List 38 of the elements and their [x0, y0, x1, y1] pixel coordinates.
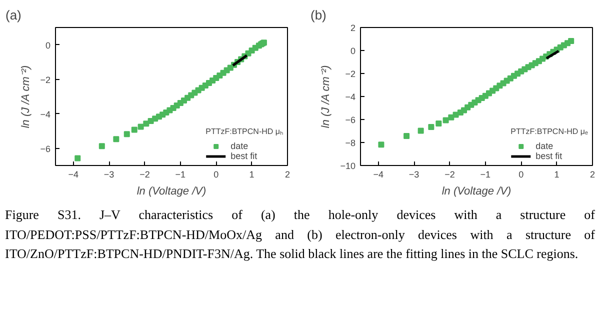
y-tick-label: 2: [350, 23, 356, 33]
x-axis-title: ln (Voltage /V): [442, 186, 512, 198]
x-tick-label: 0: [518, 170, 524, 180]
x-tick-label: −4: [68, 170, 78, 180]
caption: Figure S31. J–V characteristics of (a) the hole-only devices with a structure of ITO/PEDOT:PSS/PTTzF:BTPCN-HD/MoOx/Ag and (b) electron-only devices with a structure of ITO/ZnO/PTTzF:BTPCN-HD/PNDIT-F3N/Ag. The solid black lines are the fitting lines in the SCLC regions.: [5, 206, 595, 263]
x-tick-label: 0: [214, 170, 219, 180]
legend-title: PTTzF:BTPCN-HD μₑ: [510, 127, 588, 136]
legend-label: date: [536, 141, 554, 151]
x-tick-label: −3: [104, 170, 114, 180]
y-tick-label: −10: [340, 161, 356, 171]
x-tick-label: −1: [480, 170, 491, 180]
x-tick-label: 1: [554, 170, 560, 180]
x-tick-label: −3: [408, 170, 420, 180]
y-tick-label: 0: [45, 40, 51, 50]
y-tick-label: −2: [40, 74, 51, 85]
y-axis-title: ln (J /A cm⁻²): [320, 64, 332, 128]
legend-title: PTTzF:BTPCN-HD μₕ: [206, 126, 283, 136]
x-tick-label: 2: [590, 170, 596, 180]
y-tick-label: −6: [345, 115, 356, 125]
y-tick-label: −2: [345, 69, 356, 79]
x-tick-label: 1: [249, 170, 254, 180]
y-tick-label: −4: [40, 109, 51, 120]
x-tick-label: −2: [140, 170, 150, 180]
y-tick-label: 0: [350, 46, 356, 56]
legend-label: date: [230, 141, 250, 151]
y-tick-label: −8: [345, 138, 356, 148]
y-axis-title: ln (J /A cm⁻²): [20, 64, 32, 128]
chart-title: (b): [310, 8, 326, 22]
x-tick-label: −4: [373, 170, 384, 180]
legend-label: best fit: [230, 151, 258, 161]
legend-label: best fit: [536, 151, 562, 161]
y-tick-label: −4: [345, 92, 356, 102]
x-axis-title: ln (Voltage /V): [136, 186, 206, 198]
x-tick-label: −1: [175, 170, 186, 180]
chart-title: (a): [6, 8, 22, 22]
x-tick-label: −2: [444, 170, 455, 180]
y-tick-label: −6: [40, 144, 51, 154]
x-tick-label: 2: [284, 170, 290, 180]
